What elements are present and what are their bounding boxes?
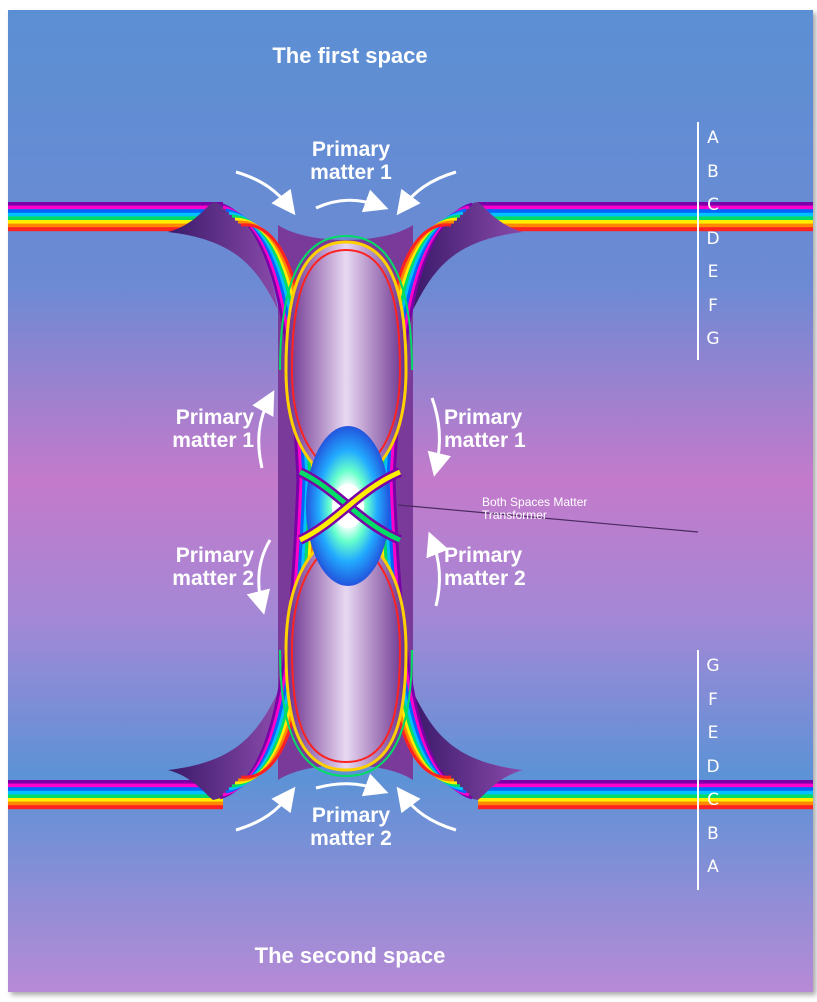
lower-bulb <box>279 526 413 777</box>
label-line: matter 1 <box>444 429 526 452</box>
transformer-label: Both Spaces Matter Transformer <box>482 496 587 522</box>
layer-letter: B <box>707 161 719 182</box>
rainbow-band-stripe <box>478 790 813 795</box>
rainbow-band-stripe <box>8 790 223 795</box>
flow-arrows <box>235 170 457 832</box>
vortex-diagram <box>8 10 813 992</box>
rainbow-band-stripe <box>8 212 223 217</box>
layer-letter: G <box>706 656 720 676</box>
rainbow-band-stripe <box>8 794 223 799</box>
primary-matter-1-top-label: Primary matter 1 <box>286 138 416 184</box>
diagram-panel: The first space The second space Primary… <box>8 10 813 992</box>
label-line: matter 2 <box>444 567 526 590</box>
first-space-title: The first space <box>272 43 428 68</box>
rainbow-band-stripe <box>478 227 813 232</box>
rainbow-band-stripe <box>8 798 223 802</box>
outer-rainbow-curve <box>219 202 300 800</box>
outer-rainbow-curve <box>225 208 306 794</box>
rainbow-band-stripe <box>478 783 813 788</box>
rainbow-band-stripe <box>478 787 813 792</box>
rainbow-band-stripe <box>478 805 813 810</box>
rainbow-band-stripe <box>478 212 813 217</box>
rainbow-band-stripe <box>478 798 813 802</box>
label-line: Primary <box>175 544 254 567</box>
rainbow-band-stripe <box>478 220 813 224</box>
label-line: Primary <box>444 406 523 429</box>
layer-letter: A <box>707 128 719 148</box>
annotation-line: Transformer <box>482 508 547 522</box>
rainbow-band-stripe <box>478 202 813 206</box>
rainbow-band-stripe <box>478 216 813 221</box>
layer-letter: D <box>706 228 720 249</box>
label-line: Primary <box>444 544 523 567</box>
outer-rainbow-curve <box>222 205 303 797</box>
second-space-title: The second space <box>254 943 446 968</box>
layer-letter: A <box>707 857 719 877</box>
rainbow-band-stripe <box>478 780 813 784</box>
primary-matter-2-bottom-label: Primary matter 2 <box>286 804 416 850</box>
transformer-pointer-line <box>397 504 699 533</box>
label-line: Primary <box>175 406 254 429</box>
layer-letter: B <box>707 823 719 844</box>
primary-matter-2-right-label: Primary matter 2 <box>444 544 554 590</box>
rainbow-band-stripe <box>8 216 223 221</box>
layer-letter: E <box>707 262 719 282</box>
layer-letter: F <box>708 689 718 710</box>
annotation-line: Both Spaces Matter <box>482 495 588 509</box>
primary-matter-2-left-label: Primary matter 2 <box>144 544 254 590</box>
rainbow-band-stripe <box>8 205 223 210</box>
rainbow-band-stripe <box>8 202 223 206</box>
rainbow-band-stripe <box>8 227 223 232</box>
primary-matter-1-right-label: Primary matter 1 <box>444 406 554 452</box>
rainbow-band-stripe <box>8 805 223 810</box>
layer-letter: G <box>706 329 720 349</box>
layer-letter: D <box>706 756 720 777</box>
rainbow-band-stripe <box>478 794 813 799</box>
layer-letter: F <box>708 295 718 316</box>
rainbow-band-stripe <box>8 220 223 224</box>
rainbow-band-stripe <box>8 780 223 784</box>
rainbow-band-stripe <box>8 209 223 214</box>
label-line: Primary <box>311 804 391 827</box>
rainbow-bands <box>8 202 813 810</box>
rainbow-band-stripe <box>8 787 223 792</box>
layer-letter: C <box>707 195 719 215</box>
rainbow-band-stripe <box>478 209 813 214</box>
outer-rainbow-curve <box>392 202 473 800</box>
label-line: matter 2 <box>172 567 254 590</box>
rainbow-band-stripe <box>478 801 813 806</box>
rainbow-band-stripe <box>8 783 223 788</box>
rainbow-band-stripe <box>478 205 813 210</box>
primary-matter-1-left-label: Primary matter 1 <box>144 406 254 452</box>
label-line: matter 1 <box>310 161 392 184</box>
label-line: Primary <box>311 138 391 161</box>
layer-letter: E <box>707 723 719 743</box>
rainbow-band-stripe <box>8 223 223 228</box>
rainbow-band-stripe <box>8 801 223 806</box>
layer-letter: C <box>707 790 719 810</box>
label-line: matter 2 <box>310 827 392 850</box>
label-line: matter 1 <box>172 429 254 452</box>
transformer-core <box>297 426 699 586</box>
rainbow-band-stripe <box>478 223 813 228</box>
